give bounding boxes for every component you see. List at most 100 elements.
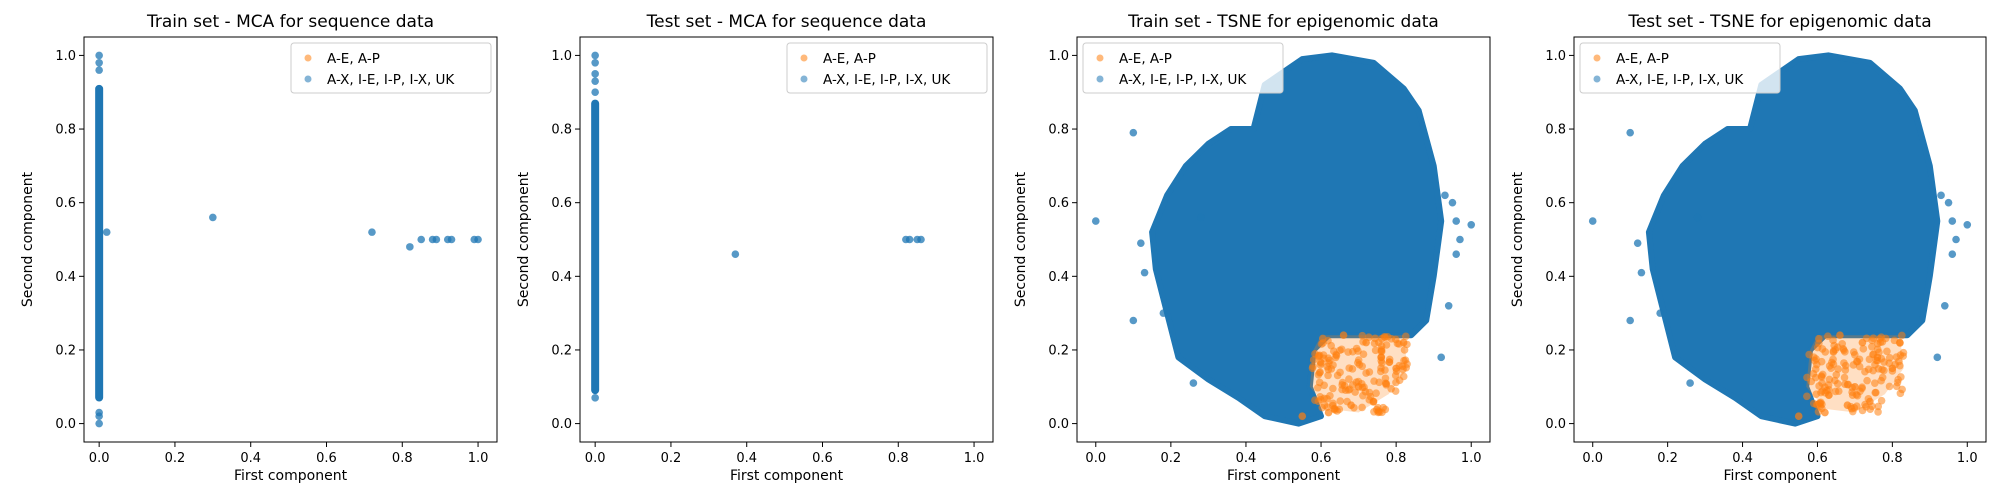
- orange-data-point: [1876, 338, 1885, 347]
- orange-data-point: [1874, 408, 1882, 416]
- orange-data-point: [1865, 355, 1874, 364]
- orange-data-point: [1892, 382, 1901, 391]
- x-tick-label: 0.4: [240, 451, 261, 466]
- legend-label: A-X, I-E, I-P, I-X, UK: [1119, 72, 1247, 88]
- y-axis-label: Second component: [1013, 171, 1029, 307]
- orange-data-point: [1803, 392, 1811, 401]
- blue-data-point: [1159, 309, 1168, 317]
- orange-data-point: [1899, 348, 1908, 357]
- blue-point-cloud: [1645, 52, 1941, 427]
- orange-data-point: [1392, 364, 1400, 373]
- orange-data-point: [1315, 369, 1324, 377]
- orange-data-point: [1863, 376, 1871, 385]
- blue-data-point: [368, 228, 376, 236]
- blue-data-point: [95, 419, 103, 428]
- legend-marker: [800, 54, 808, 62]
- orange-data-point: [1331, 353, 1340, 362]
- blue-data-point: [1588, 217, 1597, 225]
- x-tick-label: 0.4: [1236, 451, 1257, 466]
- x-tick-label: 1.0: [964, 451, 985, 466]
- orange-data-point: [1377, 353, 1385, 362]
- orange-data-point: [1362, 338, 1370, 347]
- orange-data-point: [1794, 412, 1803, 421]
- orange-data-point: [1391, 371, 1400, 380]
- orange-data-point: [1858, 406, 1867, 415]
- legend-marker: [304, 75, 312, 83]
- blue-data-point: [1452, 217, 1461, 225]
- orange-data-point: [1316, 358, 1325, 366]
- y-axis-label: Second component: [516, 171, 532, 307]
- orange-data-point: [1333, 407, 1341, 415]
- legend-label: A-X, I-E, I-P, I-X, UK: [327, 72, 455, 88]
- orange-data-point: [1298, 412, 1307, 421]
- orange-data-point: [1314, 383, 1322, 392]
- orange-data-point: [1871, 379, 1879, 387]
- x-tick-label: 0.8: [1882, 451, 1903, 466]
- orange-data-point: [1818, 400, 1826, 409]
- orange-data-point: [1365, 368, 1374, 376]
- orange-data-point: [1329, 347, 1338, 356]
- orange-data-point: [1834, 365, 1842, 373]
- orange-data-point: [1829, 336, 1837, 345]
- orange-data-point: [1382, 380, 1390, 389]
- orange-data-point: [1359, 350, 1368, 358]
- axes-frame: [1076, 36, 1491, 443]
- orange-data-point: [1880, 358, 1888, 366]
- orange-data-point: [1840, 373, 1849, 382]
- blue-data-point: [1129, 128, 1138, 137]
- blue-point-cloud: [1149, 52, 1445, 427]
- orange-data-point: [1358, 331, 1367, 340]
- x-tick-label: 0.2: [1161, 451, 1182, 466]
- y-tick-label: 0.2: [551, 343, 572, 358]
- orange-data-point: [1318, 334, 1327, 343]
- blue-data-point: [1937, 191, 1945, 200]
- blue-data-point: [1948, 217, 1957, 225]
- y-axis-label: Second component: [1510, 171, 1526, 307]
- blue-data-point: [1626, 316, 1634, 325]
- blue-data-point: [95, 66, 103, 74]
- orange-data-point: [1814, 407, 1823, 416]
- orange-data-point: [1829, 355, 1837, 364]
- orange-data-point: [1832, 370, 1841, 379]
- blue-data-point: [591, 394, 599, 402]
- blue-data-point: [1441, 191, 1449, 200]
- orange-data-point: [1391, 387, 1400, 395]
- blue-data-point: [1933, 353, 1942, 362]
- blue-data-point: [1686, 379, 1694, 387]
- y-tick-label: 0.2: [1048, 343, 1069, 358]
- blue-data-point: [1944, 198, 1953, 207]
- x-tick-label: 0.0: [585, 451, 606, 466]
- orange-data-point: [1853, 402, 1861, 410]
- legend-marker: [1096, 54, 1104, 62]
- y-tick-label: 0.0: [55, 417, 76, 432]
- x-tick-label: 0.4: [736, 451, 757, 466]
- blue-data-point: [1452, 250, 1461, 259]
- blue-data-point: [1140, 268, 1149, 277]
- orange-data-point: [1380, 333, 1389, 341]
- orange-data-point: [1369, 397, 1378, 406]
- orange-data-point: [1399, 372, 1408, 381]
- blue-data-point: [917, 235, 925, 244]
- y-tick-label: 1.0: [55, 49, 76, 64]
- orange-data-point: [1379, 403, 1387, 412]
- y-tick-label: 0.4: [551, 270, 572, 285]
- orange-data-point: [1868, 342, 1876, 351]
- orange-data-point: [1873, 353, 1882, 362]
- legend-label: A-E, A-P: [327, 51, 380, 67]
- y-tick-label: 0.6: [1545, 196, 1566, 211]
- orange-data-point: [1814, 334, 1823, 343]
- blue-data-point: [406, 243, 414, 251]
- orange-data-point: [1336, 397, 1345, 405]
- orange-data-point: [1871, 388, 1880, 397]
- blue-data-point: [1626, 128, 1634, 137]
- legend-marker: [1593, 54, 1601, 62]
- orange-data-point: [1345, 364, 1354, 372]
- chart-title: Train set - MCA for sequence data: [146, 12, 434, 32]
- y-tick-label: 0.6: [55, 196, 76, 211]
- legend-marker: [800, 75, 808, 83]
- x-tick-label: 0.2: [661, 451, 682, 466]
- orange-data-point: [1375, 378, 1383, 387]
- orange-data-point: [1874, 402, 1883, 411]
- y-tick-label: 0.2: [55, 343, 76, 358]
